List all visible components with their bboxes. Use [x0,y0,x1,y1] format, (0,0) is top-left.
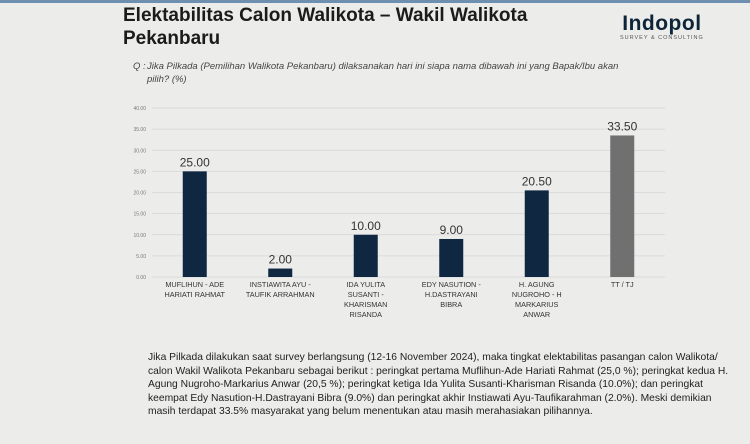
x-tick-label: BIBRA [440,300,462,309]
page-title: Elektabilitas Calon Walikota – Wakil Wal… [123,5,528,49]
y-tick-label: 35.00 [133,127,146,133]
question: Q : Jika Pilkada (Pemilihan Walikota Pek… [133,60,637,86]
x-tick-label: MARKARIUS [515,300,559,309]
x-tick-label: RISANDA [350,310,383,319]
y-tick-label: 10.00 [133,233,146,239]
y-tick-label: 15.00 [133,212,146,218]
bar [268,268,293,277]
bar-chart: 0.00 5.00 10.00 15.00 20.00 25.00 30.00 35.00 40… [133,106,665,319]
x-tick-label: NUGROHO - H [512,290,562,299]
y-tick-label: 5.00 [136,254,146,260]
summary-text: Jika Pilkada dilakukan saat survey berla… [148,352,729,418]
x-tick-label: TAUFIK ARRAHMAN [246,290,315,299]
data-label: 20.50 [522,174,552,188]
x-tick-label: EDY NASUTION - [422,280,482,289]
x-tick-label: ANWAR [523,310,550,319]
x-tick-label: H.DASTRAYANI [425,290,478,299]
x-tick-label: MUFLIHUN - ADE [165,280,224,289]
data-label: 25.00 [180,155,210,169]
y-tick-label: 20.00 [133,191,146,197]
bar [439,238,464,277]
logo-subtitle: SURVEY & CONSULTING [620,35,704,41]
logo: Indopol SURVEY & CONSULTING [620,12,704,41]
question-text: Jika Pilkada (Pemilihan Walikota Pekanba… [147,61,619,85]
x-tick-label: TT / TJ [611,280,634,289]
data-label: 9.00 [440,223,464,237]
y-tick-label: 30.00 [133,148,146,154]
x-tick-label: KHARISMAN [344,300,387,309]
question-label: Q : [133,61,146,72]
data-label: 10.00 [351,219,381,233]
x-tick-label: H. AGUNG [519,280,555,289]
data-label: 2.00 [269,253,293,267]
bar [610,135,635,277]
x-tick-label: HARIATI RAHMAT [164,290,225,299]
bar [182,171,207,277]
top-bar [0,0,750,3]
bar [524,190,549,277]
y-tick-label: 0.00 [136,275,146,281]
data-label: 33.50 [607,119,637,133]
y-tick-label: 40.00 [133,106,146,112]
x-tick-label: INSTIAWITA AYU - [250,280,312,289]
bar [353,234,378,277]
logo-text: Indopol [622,12,702,35]
x-tick-label: IDA YULITA [346,280,385,289]
x-tick-label: SUSANTI - [348,290,385,299]
y-tick-label: 25.00 [133,169,146,175]
